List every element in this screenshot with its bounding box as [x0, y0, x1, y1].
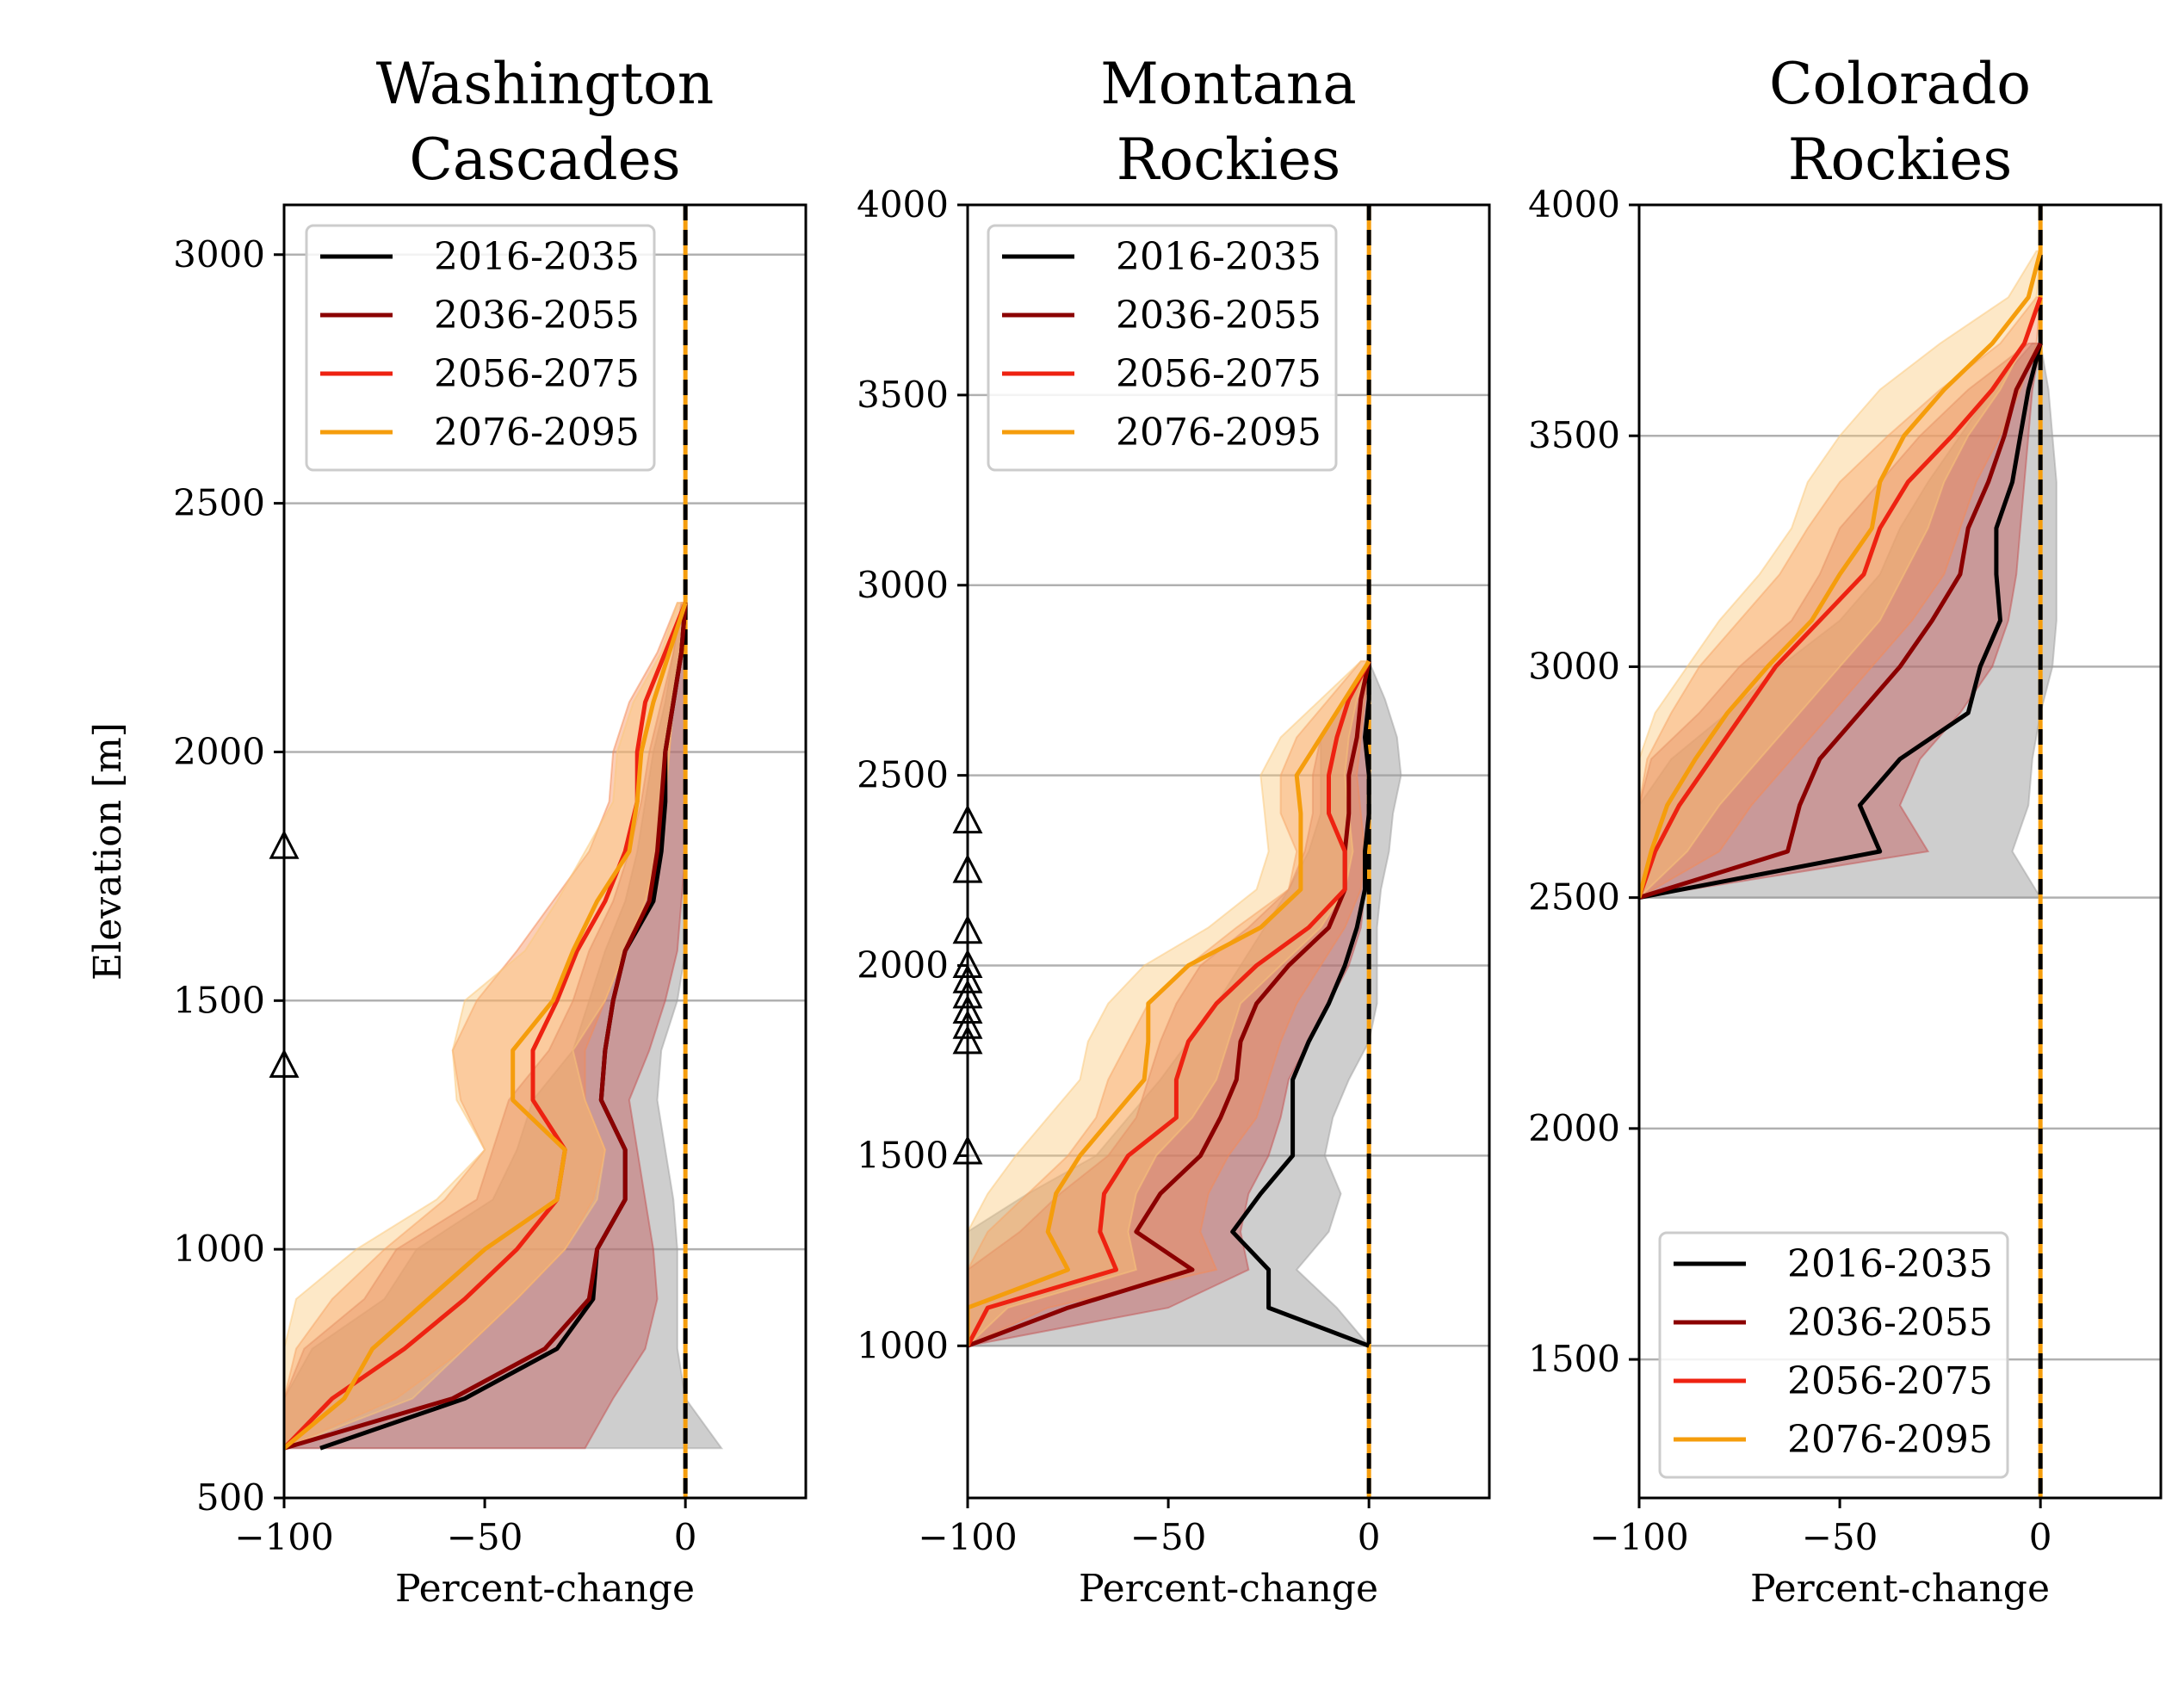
legend-box — [305, 224, 656, 472]
plot-area — [284, 205, 724, 1498]
y-tick-label: 1500 — [1528, 1338, 1620, 1380]
series-line-2056-2075 — [968, 659, 1371, 1347]
x-tick-label: −100 — [1589, 1516, 1688, 1558]
panel-2: 1000 1500 2000 2500 3000 3500 4000 −100 −50 0 Perc… — [857, 51, 1491, 1611]
plot-area — [968, 205, 1402, 1498]
panel-title-line: Rockies — [1117, 127, 1340, 193]
y-axis-label: Elevation [m] — [86, 722, 130, 981]
y-tick-label: 2500 — [1528, 876, 1620, 919]
series-line-2056-2075 — [284, 602, 688, 1450]
y-tick-label: 2500 — [173, 482, 265, 524]
x-tick-label: −100 — [234, 1516, 333, 1558]
x-axis-label: Percent-change — [1750, 1567, 2050, 1611]
series-line-2076-2095 — [968, 659, 1371, 1346]
panel-1: 500 1000 1500 2000 2500 3000 −100 −50 0 Percent-c… — [86, 51, 808, 1611]
series-line-2076-2095 — [284, 602, 688, 1451]
legend-box — [1658, 1231, 2009, 1479]
legend-label: 2076-2095 — [1787, 1418, 1993, 1462]
y-tick-label: 4000 — [857, 183, 949, 226]
series-line-2036-2055 — [968, 660, 1371, 1348]
x-tick-label: 0 — [674, 1516, 697, 1558]
band-2036-2055 — [1639, 342, 2042, 899]
series-line-2036-2055 — [284, 602, 688, 1451]
legend-label: 2036-2055 — [434, 294, 640, 337]
y-tick-label: 500 — [196, 1476, 265, 1519]
y-tick-label: 3000 — [173, 233, 265, 275]
axes-frame — [282, 203, 808, 1500]
legend-label: 2016-2035 — [1116, 235, 1321, 279]
y-tick-label: 4000 — [1528, 183, 1620, 226]
y-tick-label: 2500 — [857, 754, 949, 796]
series-line-2076-2095 — [1639, 250, 2043, 899]
legend-label: 2016-2035 — [434, 235, 640, 279]
legend-label: 2016-2035 — [1787, 1242, 1993, 1286]
x-tick-label: −50 — [447, 1516, 523, 1558]
y-tick-label: 3000 — [857, 564, 949, 606]
legend-box — [987, 224, 1338, 472]
legend-label: 2036-2055 — [1116, 294, 1321, 337]
legend: 2016-2035 2036-2055 2056-2075 2076-2095 — [1658, 1231, 2009, 1479]
x-tick-label: 0 — [1358, 1516, 1381, 1558]
y-tick-label: 2000 — [173, 730, 265, 772]
y-tick-label: 3500 — [1528, 414, 1620, 456]
series-line-2036-2055 — [1639, 342, 2043, 900]
x-tick-label: −50 — [1802, 1516, 1878, 1558]
panel-title-line: Rockies — [1788, 127, 2012, 193]
legend-label: 2056-2075 — [1787, 1359, 1993, 1403]
x-axis-label: Percent-change — [1079, 1567, 1378, 1611]
legend-label: 2056-2075 — [434, 352, 640, 396]
panel-3: 1500 2000 2500 3000 3500 4000 −100 −50 0 Percent-… — [1528, 51, 2163, 1611]
x-tick-label: −100 — [918, 1516, 1017, 1558]
legend-label: 2076-2095 — [434, 411, 640, 455]
y-tick-label: 3500 — [857, 374, 949, 416]
plot-area — [1639, 205, 2058, 1498]
x-tick-label: 0 — [2029, 1516, 2052, 1558]
x-axis-label: Percent-change — [395, 1567, 695, 1611]
y-tick-label: 1500 — [173, 979, 265, 1021]
x-tick-label: −50 — [1130, 1516, 1207, 1558]
axes-frame — [966, 203, 1491, 1500]
legend-label: 2076-2095 — [1116, 411, 1321, 455]
y-tick-label: 1000 — [857, 1324, 949, 1366]
y-tick-label: 1500 — [857, 1134, 949, 1176]
axes-frame — [1637, 203, 2163, 1500]
legend-label: 2036-2055 — [1787, 1301, 1993, 1345]
panel-title-line: Colorado — [1769, 51, 2031, 117]
legend: 2016-2035 2036-2055 2056-2075 2076-2095 — [987, 224, 1338, 472]
y-tick-label: 3000 — [1528, 645, 1620, 687]
panel-title-line: Cascades — [409, 127, 680, 193]
y-tick-label: 2000 — [1528, 1107, 1620, 1149]
y-tick-label: 2000 — [857, 944, 949, 987]
series-line-2016-2035 — [1639, 343, 2043, 900]
panel-title-line: Washington — [376, 51, 714, 117]
legend-label: 2056-2075 — [1116, 352, 1321, 396]
y-tick-label: 1000 — [173, 1228, 265, 1270]
series-line-2016-2035 — [1230, 661, 1371, 1348]
legend: 2016-2035 2036-2055 2056-2075 2076-2095 — [305, 224, 656, 472]
series-line-2056-2075 — [1639, 296, 2043, 899]
band-2016-2035 — [968, 659, 1402, 1347]
panel-title-line: Montana — [1100, 51, 1357, 117]
band-2076-2095 — [284, 602, 687, 1450]
